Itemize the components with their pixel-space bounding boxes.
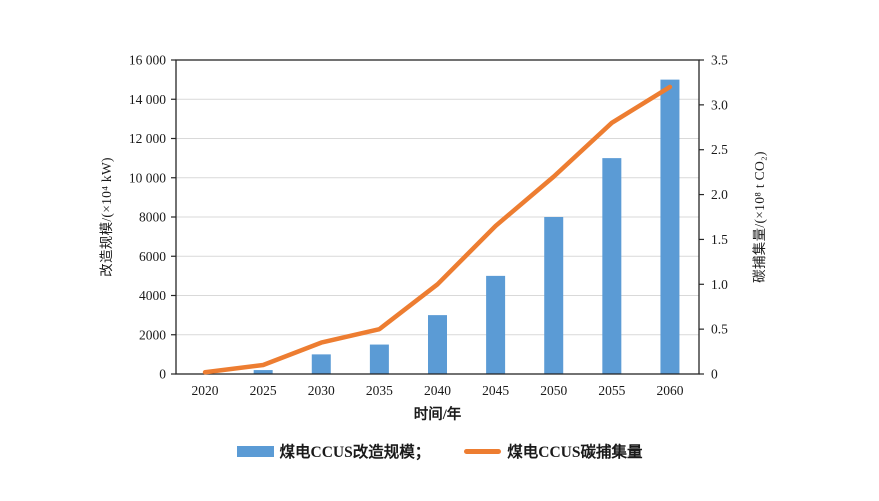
right-axis-tick-label: 0.5 (711, 322, 728, 337)
legend-bar-series-label: 煤电CCUS改造规模； (279, 444, 431, 461)
right-axis-tick-label: 1.5 (711, 232, 728, 247)
left-axis-tick-label: 8000 (139, 210, 166, 225)
x-axis-tick-label: 2060 (656, 383, 683, 398)
x-axis-tick-label: 2035 (366, 383, 393, 398)
right-axis-tick-label: 3.0 (711, 97, 728, 112)
x-axis-tick-label: 2020 (192, 383, 219, 398)
bar (369, 344, 389, 374)
bar-series-swatch-icon (236, 445, 274, 457)
right-axis-tick-label: 0 (711, 367, 718, 382)
right-axis-tick-label: 2.5 (711, 142, 728, 157)
right-axis-tick-label: 3.5 (711, 53, 728, 68)
left-axis-title: 改造规模/(×10⁴ kW) (99, 157, 114, 277)
x-axis-tick-label: 2055 (598, 383, 625, 398)
left-axis-tick-label: 10 000 (129, 170, 166, 185)
bar (311, 354, 331, 374)
right-axis-title: 碳捕集量/(×10⁸ t CO₂) (752, 151, 767, 283)
x-axis-tick-label: 2040 (424, 383, 451, 398)
right-axis-tick-label: 2.0 (711, 187, 728, 202)
line-series (202, 84, 673, 375)
bar (544, 217, 564, 374)
left-axis-tick-label: 2000 (139, 327, 166, 342)
legend-item-line-series: 煤电CCUS碳捕集量 (464, 440, 642, 462)
x-axis-tick-label: 2025 (250, 383, 277, 398)
left-axis-tick-label: 4000 (139, 288, 166, 303)
left-axis-tick-label: 14 000 (129, 92, 166, 107)
bar (486, 275, 506, 374)
left-axis-tick-label: 6000 (139, 249, 166, 264)
bar (660, 79, 680, 374)
x-axis-tick-label: 2030 (308, 383, 335, 398)
bar (602, 158, 622, 374)
bar (428, 315, 447, 374)
x-axis-tick-label: 2050 (540, 383, 567, 398)
x-axis-tick-label: 2045 (482, 383, 509, 398)
bar (253, 370, 273, 374)
right-axis-tick-label: 1.0 (711, 277, 728, 292)
left-axis-tick-label: 16 000 (129, 53, 166, 68)
legend-item-bar-series: 煤电CCUS改造规模； (236, 440, 431, 462)
left-axis-tick-label: 12 000 (129, 131, 166, 146)
left-axis-tick-label: 0 (159, 367, 166, 382)
x-axis-title: 时间/年 (413, 407, 462, 423)
chart-legend: 煤电CCUS改造规模； 煤电CCUS碳捕集量 (0, 440, 879, 462)
legend-line-series-label: 煤电CCUS碳捕集量 (507, 444, 643, 461)
line-series-swatch-icon (464, 448, 502, 454)
